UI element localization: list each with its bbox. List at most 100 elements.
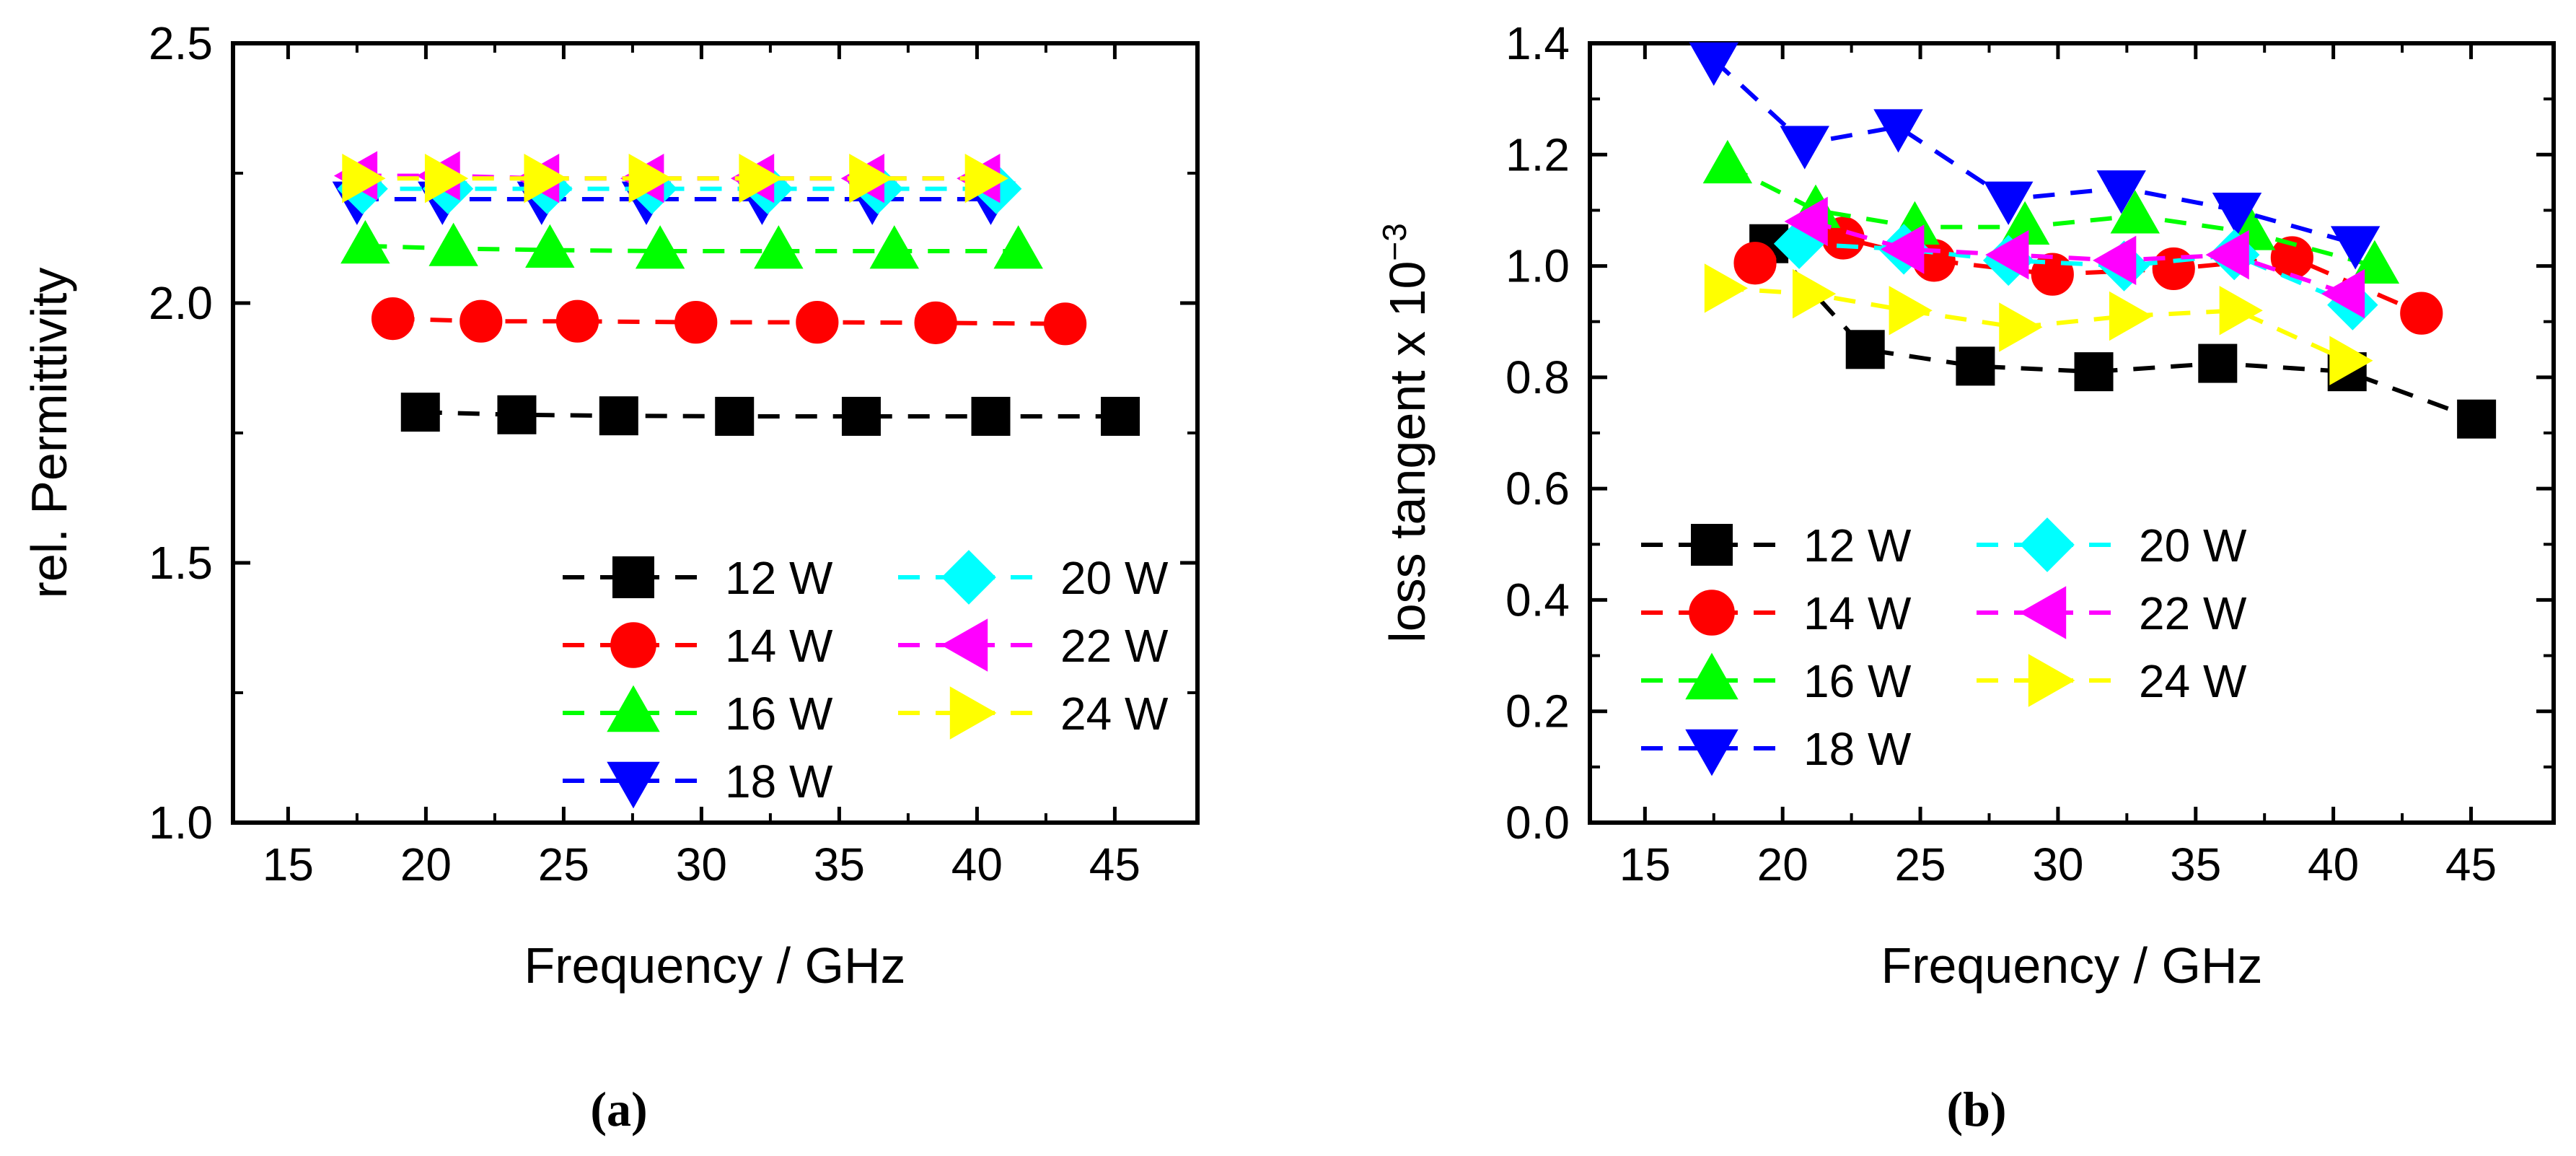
- legend-label: 16 W: [725, 688, 833, 740]
- data-point: [2110, 190, 2160, 234]
- panel-caption-a: (a): [590, 1082, 647, 1137]
- legend-item: 22 W: [898, 618, 1169, 672]
- data-point: [1889, 286, 1933, 336]
- series-a: [332, 151, 1140, 436]
- y-axis-label-b-exponent: −3: [1376, 223, 1413, 260]
- x-tick-label: 40: [951, 838, 1003, 890]
- x-tick-label: 40: [2308, 838, 2359, 890]
- data-point: [1780, 126, 1829, 170]
- x-tick-label: 20: [400, 838, 452, 890]
- legend-label: 20 W: [1060, 552, 1169, 604]
- y-tick-label: 2.5: [149, 17, 213, 69]
- legend-item: 16 W: [1641, 652, 1912, 707]
- x-tick-label: 45: [2445, 838, 2497, 890]
- legend-item: 18 W: [1641, 723, 1912, 776]
- data-point: [1985, 229, 2029, 280]
- data-point: [1733, 242, 1777, 285]
- y-tick-label: 1.2: [1505, 128, 1570, 180]
- legend-marker: [941, 618, 988, 672]
- y-tick-label: 1.4: [1505, 17, 1570, 69]
- data-point: [914, 301, 957, 344]
- data-point: [1956, 346, 1995, 386]
- legend-item: 12 W: [563, 552, 833, 604]
- legend-marker: [2020, 517, 2075, 572]
- data-point: [2152, 247, 2195, 291]
- legend-a: 12 W 14 W 16 W 18 W 20 W 22 W 24 W: [563, 550, 1169, 809]
- series-12w: [400, 393, 1140, 436]
- series-14w: [371, 297, 1087, 346]
- legend-label: 22 W: [2139, 587, 2247, 639]
- x-tick-label: 30: [2032, 838, 2083, 890]
- y-axis-label-b-main: loss tangent x 10: [1379, 261, 1436, 643]
- data-point: [1792, 268, 1837, 319]
- x-tick-label: 35: [814, 838, 865, 890]
- series-22w: [1784, 196, 2365, 319]
- data-point: [428, 222, 478, 266]
- legend-item: 14 W: [1641, 587, 1912, 639]
- legend-marker: [610, 622, 656, 668]
- data-point: [628, 153, 672, 203]
- x-axis-label-a: Frequency / GHz: [524, 937, 905, 994]
- panel-b: 15 20 25 30 35 40 45 0.0 0.2 0.4 0.6 0.8 1.0 1.2 1.4 F…: [1376, 17, 2556, 1137]
- data-point: [754, 225, 804, 269]
- data-point: [841, 396, 881, 436]
- data-point: [599, 396, 638, 436]
- legend-item: 20 W: [898, 550, 1169, 605]
- y-tick-label: 0.0: [1505, 797, 1570, 849]
- legend-marker: [941, 550, 996, 605]
- legend-item: 14 W: [563, 620, 833, 672]
- data-point: [371, 297, 415, 341]
- series-14w: [1733, 216, 2443, 335]
- data-point: [524, 153, 568, 203]
- legend-label: 24 W: [2139, 655, 2247, 707]
- data-point: [1845, 330, 1885, 369]
- data-point: [340, 219, 390, 264]
- data-point: [460, 299, 503, 343]
- data-point: [2219, 286, 2263, 336]
- panel-a: 15 20 25 30 35 40 45 1.0 1.5 2.0 2.5 Frequency / G…: [21, 17, 1200, 1137]
- y-tick-label: 1.0: [149, 797, 213, 849]
- data-point: [424, 153, 469, 203]
- x-tick-label: 15: [1619, 838, 1671, 890]
- panel-caption-b: (b): [1946, 1082, 2006, 1137]
- data-point: [1784, 196, 1828, 247]
- series-16w: [340, 219, 1043, 269]
- legend-item: 12 W: [1641, 520, 1912, 572]
- data-point: [1044, 302, 1087, 346]
- data-point: [2400, 292, 2443, 335]
- data-point: [964, 153, 1008, 203]
- legend-item: 24 W: [898, 686, 1169, 740]
- legend-marker: [612, 556, 654, 598]
- y-tick-label: 0.6: [1505, 463, 1570, 514]
- y-tick-label: 2.0: [149, 277, 213, 329]
- data-point: [849, 153, 893, 203]
- x-tick-label: 20: [1757, 838, 1808, 890]
- legend-label: 12 W: [1803, 520, 1912, 572]
- data-point: [796, 301, 839, 344]
- legend-label: 18 W: [725, 756, 833, 807]
- series-24w: [342, 153, 1008, 203]
- x-tick-label: 35: [2170, 838, 2221, 890]
- data-point: [993, 225, 1043, 269]
- axis-ticks-a: 15 20 25 30 35 40 45 1.0 1.5 2.0 2.5: [149, 17, 1197, 890]
- legend-marker: [1691, 524, 1733, 566]
- y-tick-label: 1.0: [1505, 240, 1570, 292]
- data-point: [1999, 302, 2043, 352]
- x-tick-label: 25: [1894, 838, 1946, 890]
- x-tick-label: 30: [676, 838, 727, 890]
- data-point: [2109, 291, 2153, 341]
- x-axis-label-b: Frequency / GHz: [1881, 937, 2262, 994]
- legend-label: 16 W: [1803, 655, 1912, 707]
- data-point: [1101, 396, 1140, 436]
- y-axis-label-a: rel. Permittivity: [21, 268, 77, 599]
- legend-marker: [607, 685, 660, 732]
- legend-marker: [1685, 652, 1738, 700]
- y-tick-label: 0.4: [1505, 574, 1570, 626]
- legend-marker: [2019, 586, 2067, 639]
- x-tick-label: 45: [1089, 838, 1140, 890]
- data-point: [2093, 235, 2137, 286]
- data-point: [739, 153, 783, 203]
- axis-ticks-b: 15 20 25 30 35 40 45 0.0 0.2 0.4 0.6 0.8 1.0 1.2 1.4: [1505, 17, 2554, 890]
- legend-item: 18 W: [563, 756, 833, 809]
